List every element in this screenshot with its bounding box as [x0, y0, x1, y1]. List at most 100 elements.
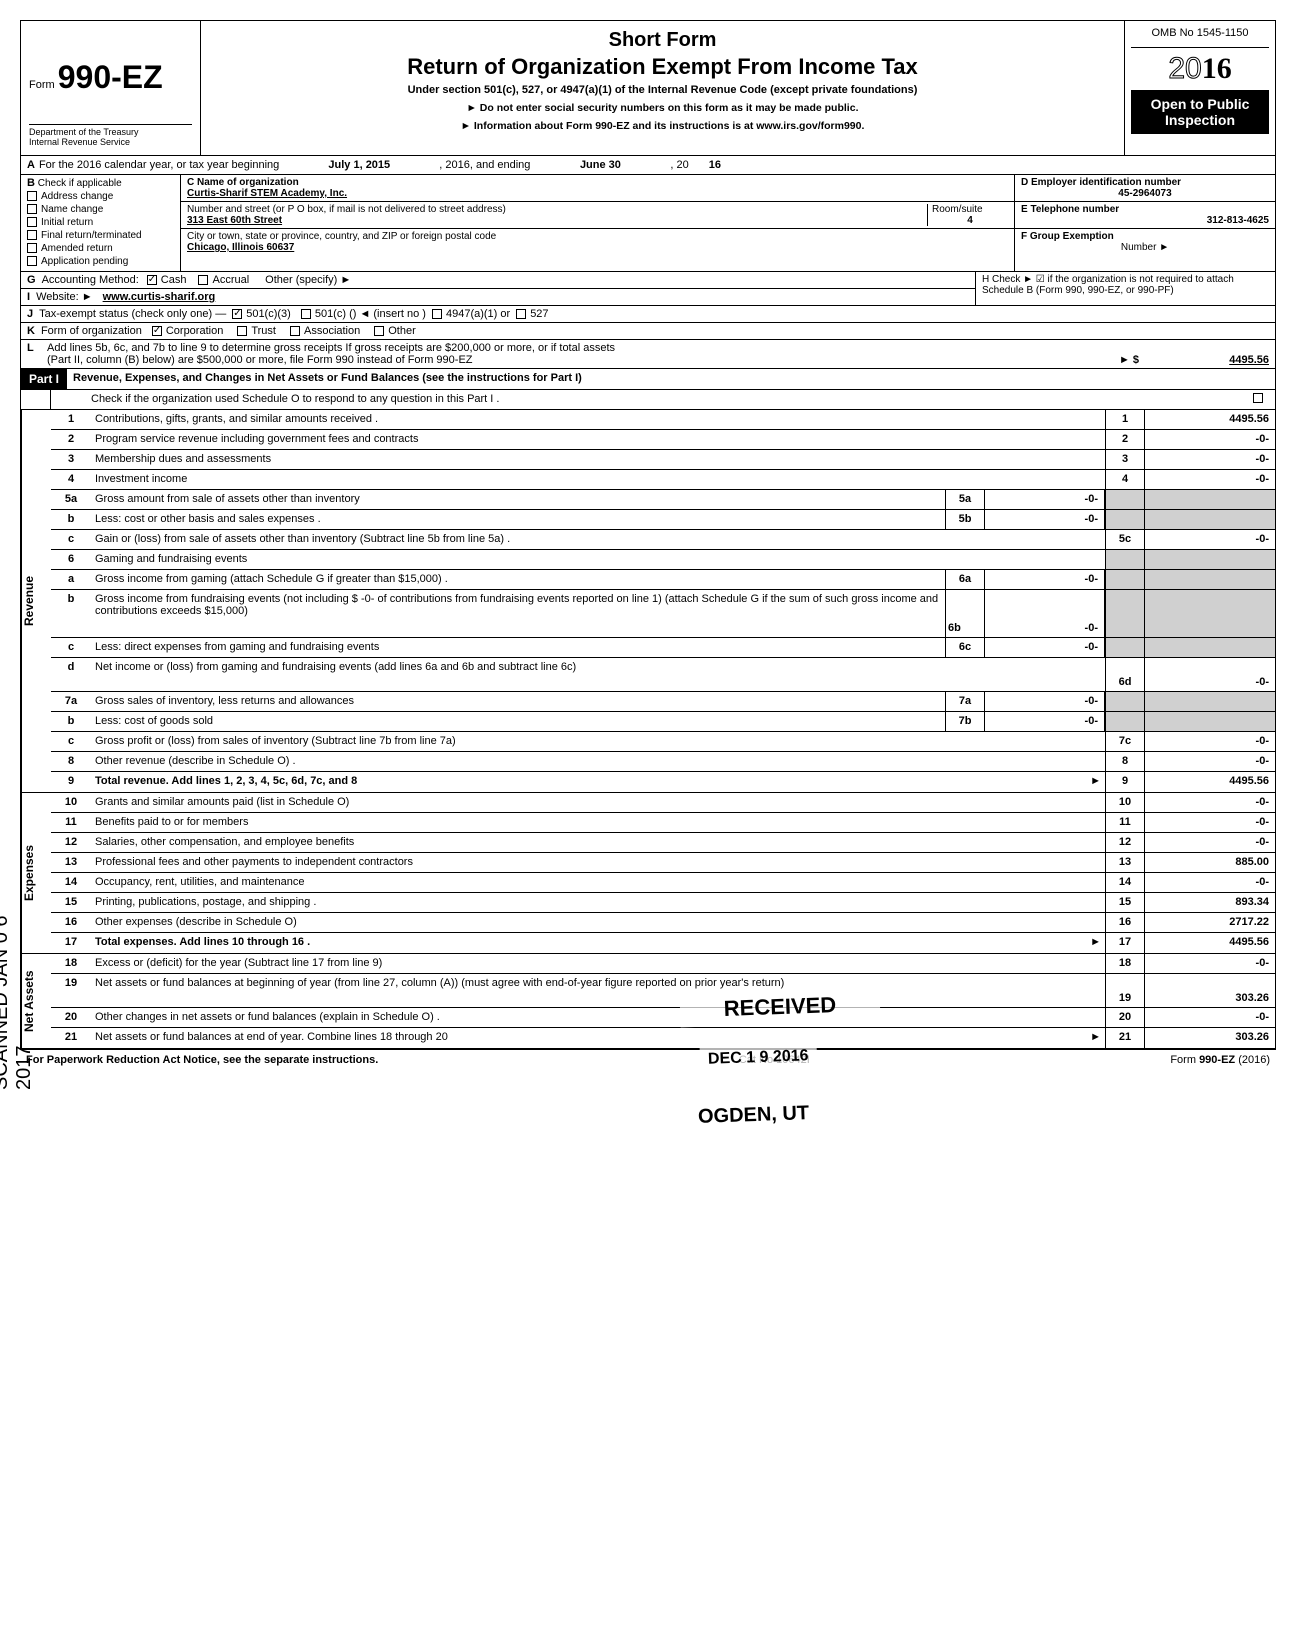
form-prefix: Form [29, 79, 55, 91]
instruction2: ► Information about Form 990-EZ and its … [209, 120, 1116, 132]
line-1: 1 Contributions, gifts, grants, and simi… [51, 410, 1275, 430]
line-21: 21 Net assets or fund balances at end of… [51, 1028, 1275, 1048]
phone: 312-813-4625 [1021, 215, 1269, 226]
chk-cash[interactable] [147, 275, 157, 285]
chk-501c[interactable] [301, 309, 311, 319]
line-4: 4 Investment income 4 -0- [51, 470, 1275, 490]
short-form-title: Short Form [209, 29, 1116, 52]
line-6c: c Less: direct expenses from gaming and … [51, 638, 1275, 658]
chk-name-change[interactable]: Name change [27, 204, 174, 215]
chk-application-pending[interactable]: Application pending [27, 256, 174, 267]
check-schedule-o: Check if the organization used Schedule … [91, 393, 499, 405]
line-6: 6 Gaming and fundraising events [51, 550, 1275, 570]
room-label: Room/suite [932, 204, 1008, 215]
footer-left: For Paperwork Reduction Act Notice, see … [26, 1054, 378, 1066]
revenue-section: Revenue 1 Contributions, gifts, grants, … [21, 410, 1275, 793]
part1-title: Revenue, Expenses, and Changes in Net As… [67, 369, 1275, 389]
line-5b: b Less: cost or other basis and sales ex… [51, 510, 1275, 530]
phone-label: E Telephone number [1021, 204, 1269, 215]
line-15: 15 Printing, publications, postage, and … [51, 893, 1275, 913]
part1-header-row: Part I Revenue, Expenses, and Changes in… [21, 369, 1275, 390]
row-h: H Check ► ☑ if the organization is not r… [975, 272, 1275, 305]
website: www.curtis-sharif.org [103, 291, 216, 303]
row-l-arrow: ► $ [1119, 354, 1139, 366]
col-b: B Check if applicable Address change Nam… [21, 175, 181, 271]
street: 313 East 60th Street [187, 215, 927, 226]
stamp-ogden: OGDEN, UT [689, 1098, 817, 1133]
line-6d: d Net income or (loss) from gaming and f… [51, 658, 1275, 692]
form-990ez: Form 990-EZ Department of the Treasury I… [20, 20, 1276, 1050]
stamp-received: RECEIVED [679, 987, 880, 1028]
ein: 45-2964073 [1021, 188, 1269, 199]
header: Form 990-EZ Department of the Treasury I… [21, 21, 1275, 156]
line-8: 8 Other revenue (describe in Schedule O)… [51, 752, 1275, 772]
org-name: Curtis-Sharif STEM Academy, Inc. [187, 188, 1008, 199]
omb-number: OMB No 1545-1150 [1131, 27, 1269, 48]
form-number: 990-EZ [58, 59, 163, 95]
chk-initial-return[interactable]: Initial return [27, 217, 174, 228]
label-k: K [27, 325, 35, 337]
chk-schedule-o[interactable] [1253, 393, 1263, 403]
label-i: I [27, 291, 30, 303]
line-13: 13 Professional fees and other payments … [51, 853, 1275, 873]
line-14: 14 Occupancy, rent, utilities, and maint… [51, 873, 1275, 893]
netassets-section: Net Assets 18 Excess or (deficit) for th… [21, 954, 1275, 1049]
group-label: F Group Exemption [1021, 231, 1269, 242]
line-10: 10 Grants and similar amounts paid (list… [51, 793, 1275, 813]
line-2: 2 Program service revenue including gove… [51, 430, 1275, 450]
chk-other-org[interactable] [374, 326, 384, 336]
row-h-text: H Check ► ☑ if the organization is not r… [982, 274, 1234, 296]
line-11: 11 Benefits paid to or for members 11 -0… [51, 813, 1275, 833]
line-6a: a Gross income from gaming (attach Sched… [51, 570, 1275, 590]
label-b: B [27, 177, 35, 189]
tax-year-end: 16 [709, 159, 721, 171]
label-l: L [27, 342, 47, 366]
city: Chicago, Illinois 60637 [187, 242, 1008, 253]
col-c: C Name of organization Curtis-Sharif STE… [181, 175, 1015, 271]
chk-527[interactable] [516, 309, 526, 319]
omb-box: OMB No 1545-1150 2016 Open to Public Ins… [1125, 21, 1275, 155]
expenses-section: Expenses 10 Grants and similar amounts p… [21, 793, 1275, 954]
tax-year-end-month: June 30 [530, 159, 670, 171]
row-l-text1: Add lines 5b, 6c, and 7b to line 9 to de… [47, 342, 1269, 354]
row-a-mid: , 2016, and ending [439, 159, 530, 171]
row-l-text2: (Part II, column (B) below) are $500,000… [47, 354, 1119, 366]
chk-association[interactable] [290, 326, 300, 336]
label-g: G [27, 274, 36, 286]
row-a: A For the 2016 calendar year, or tax yea… [21, 156, 1275, 175]
label-j: J [27, 308, 33, 320]
line-3: 3 Membership dues and assessments 3 -0- [51, 450, 1275, 470]
row-g: G Accounting Method: Cash Accrual Other … [21, 272, 975, 289]
chk-corporation[interactable] [152, 326, 162, 336]
group-number: Number ► [1021, 242, 1269, 253]
dept2: Internal Revenue Service [29, 137, 192, 147]
subtitle: Under section 501(c), 527, or 4947(a)(1)… [209, 84, 1116, 96]
year-bold: 16 [1202, 52, 1232, 85]
room-suite: 4 [932, 215, 1008, 226]
row-l-value: 4495.56 [1139, 354, 1269, 366]
row-i: I Website: ► www.curtis-sharif.org [21, 289, 975, 305]
chk-final-return[interactable]: Final return/terminated [27, 230, 174, 241]
ein-label: D Employer identification number [1021, 177, 1269, 188]
section-bcd: B Check if applicable Address change Nam… [21, 175, 1275, 272]
website-label: Website: ► [36, 291, 93, 303]
chk-amended-return[interactable]: Amended return [27, 243, 174, 254]
chk-accrual[interactable] [198, 275, 208, 285]
street-label: Number and street (or P O box, if mail i… [187, 204, 927, 215]
part1-check-o: Check if the organization used Schedule … [21, 390, 1275, 410]
chk-4947[interactable] [432, 309, 442, 319]
footer: For Paperwork Reduction Act Notice, see … [20, 1050, 1276, 1070]
line-5c: c Gain or (loss) from sale of assets oth… [51, 530, 1275, 550]
city-label: City or town, state or province, country… [187, 231, 1008, 242]
col-d: D Employer identification number 45-2964… [1015, 175, 1275, 271]
title-box: Short Form Return of Organization Exempt… [201, 21, 1125, 155]
line-5a: 5a Gross amount from sale of assets othe… [51, 490, 1275, 510]
chk-501c3[interactable] [232, 309, 242, 319]
name-label: C Name of organization [187, 177, 1008, 188]
chk-address-change[interactable]: Address change [27, 191, 174, 202]
chk-trust[interactable] [237, 326, 247, 336]
stamp-date: DEC 1 9 2016 [700, 1043, 817, 1073]
line-7b: b Less: cost of goods sold 7b -0- [51, 712, 1275, 732]
line-9: 9 Total revenue. Add lines 1, 2, 3, 4, 5… [51, 772, 1275, 792]
tax-year-begin: July 1, 2015 [279, 159, 439, 171]
